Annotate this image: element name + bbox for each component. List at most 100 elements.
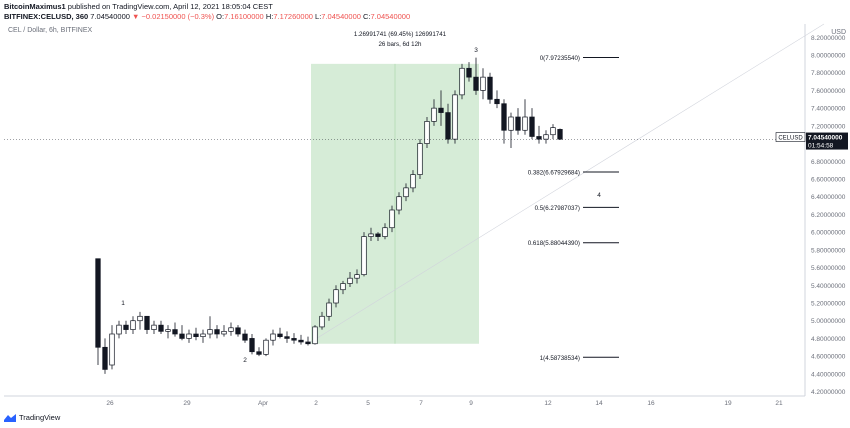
y-tick-label: 6.00000000 <box>811 230 846 237</box>
trend-line <box>307 23 825 344</box>
price-tag-symbol-box <box>775 132 806 142</box>
price-change: ▼ −0.02150000 (−0.3%) <box>132 12 215 21</box>
low-value: 7.04540000 <box>321 12 361 21</box>
x-tick-label: Apr <box>258 400 269 407</box>
candle-body <box>305 341 311 345</box>
candle-body <box>214 329 220 335</box>
candle-body <box>340 283 346 291</box>
candle-body <box>249 338 255 353</box>
y-tick-label: 8.00000000 <box>811 53 846 60</box>
x-tick-label: 2 <box>314 400 318 407</box>
candle-body <box>116 324 122 335</box>
candle-body <box>382 227 388 237</box>
y-tick-label: 4.80000000 <box>811 336 846 343</box>
candle-body <box>438 107 444 113</box>
x-tick-label: 26 <box>106 400 114 407</box>
y-tick-label: 4.20000000 <box>811 389 846 396</box>
candle-body <box>137 315 143 322</box>
candle-body <box>242 333 248 341</box>
candle-body <box>452 94 458 140</box>
y-tick-label: 7.80000000 <box>811 70 846 77</box>
y-tick-label: 5.40000000 <box>811 283 846 290</box>
candle-body <box>375 233 381 237</box>
high-value: 7.17260000 <box>273 12 313 21</box>
candle-body <box>270 333 276 341</box>
candle-body <box>361 236 367 276</box>
x-tick-label: 19 <box>724 400 732 407</box>
candle-body <box>312 326 318 345</box>
candle-body <box>200 333 206 338</box>
candle-body <box>319 315 325 328</box>
y-tick-label: 5.60000000 <box>811 265 846 272</box>
tradingview-footer[interactable]: TradingView <box>4 413 60 422</box>
x-tick-label: 9 <box>469 400 473 407</box>
wave-label: 1 <box>121 300 125 307</box>
x-tick-label: 12 <box>544 400 552 407</box>
candle-body <box>102 346 108 370</box>
tradingview-brand: TradingView <box>19 413 61 422</box>
y-tick-label: 7.20000000 <box>811 123 846 130</box>
publish-info: BitcoinMaximus1 published on TradingView… <box>4 1 273 12</box>
y-tick-label: 4.60000000 <box>811 354 846 361</box>
symbol-label: BITFINEX:CELUSD, 360 <box>4 12 89 21</box>
fib-level-label: 0.5(6.27987037) <box>535 205 580 212</box>
candle-body <box>333 289 339 304</box>
x-tick-label: 14 <box>595 400 603 407</box>
candle-body <box>228 327 234 332</box>
candle-body <box>445 112 451 140</box>
candle-body <box>277 333 283 338</box>
currency-label: USD <box>831 29 846 36</box>
fib-level-label: 0(7.97235540) <box>540 55 580 62</box>
author-name[interactable]: BitcoinMaximus1 <box>4 2 66 11</box>
y-tick-label: 6.60000000 <box>811 177 846 184</box>
candle-body <box>172 329 178 335</box>
candle-body <box>389 209 395 229</box>
c-label: C: <box>363 12 371 21</box>
candle-body <box>193 333 199 338</box>
x-tick-label: 7 <box>419 400 423 407</box>
l-label: L: <box>315 12 322 21</box>
candle-body <box>326 302 332 317</box>
chart-header: BitcoinMaximus1 published on TradingView… <box>0 0 850 24</box>
y-tick-label: 5.00000000 <box>811 318 846 325</box>
candle-body <box>473 76 479 91</box>
candle-body <box>459 67 465 96</box>
price-tag-value: 7.04540000 <box>808 135 843 142</box>
candle-body <box>424 121 430 144</box>
close-value: 7.04540000 <box>370 12 411 21</box>
candle-body <box>508 116 514 131</box>
candle-body <box>466 67 472 78</box>
x-tick-label: 21 <box>775 400 783 407</box>
y-tick-label: 5.20000000 <box>811 301 846 308</box>
candle-body <box>291 338 297 341</box>
candle-body <box>95 258 101 348</box>
candle-body <box>130 320 136 330</box>
price-tag-box <box>806 132 848 150</box>
candle-body <box>158 324 164 332</box>
candle-body <box>501 103 507 131</box>
y-tick-label: 6.20000000 <box>811 212 846 219</box>
candle-body <box>151 324 157 330</box>
y-tick-label: 8.20000000 <box>811 35 846 42</box>
wave-label: 4 <box>597 192 601 199</box>
candle-body <box>410 174 416 189</box>
candle-body <box>207 329 213 335</box>
price-tag-countdown: 01:54:58 <box>808 143 834 150</box>
candle-body <box>221 330 227 335</box>
candle-body <box>263 339 269 355</box>
y-tick-label: 7.60000000 <box>811 88 846 95</box>
x-tick-label: 16 <box>647 400 655 407</box>
candle-body <box>368 233 374 237</box>
x-tick-label: 29 <box>183 400 191 407</box>
o-label: O: <box>216 12 225 21</box>
fib-level-label: 0.618(5.88044390) <box>528 240 580 247</box>
candle-body <box>403 187 409 198</box>
measure-label-change: 1.26991741 (69.45%) 126991741 <box>354 31 447 38</box>
y-tick-label: 6.80000000 <box>811 159 846 166</box>
x-tick-label: 5 <box>366 400 370 407</box>
candle-body <box>550 127 556 136</box>
candle-body <box>431 107 437 122</box>
wave-label: 2 <box>243 357 247 364</box>
fib-level-label: 0.382(6.67929684) <box>528 169 580 176</box>
